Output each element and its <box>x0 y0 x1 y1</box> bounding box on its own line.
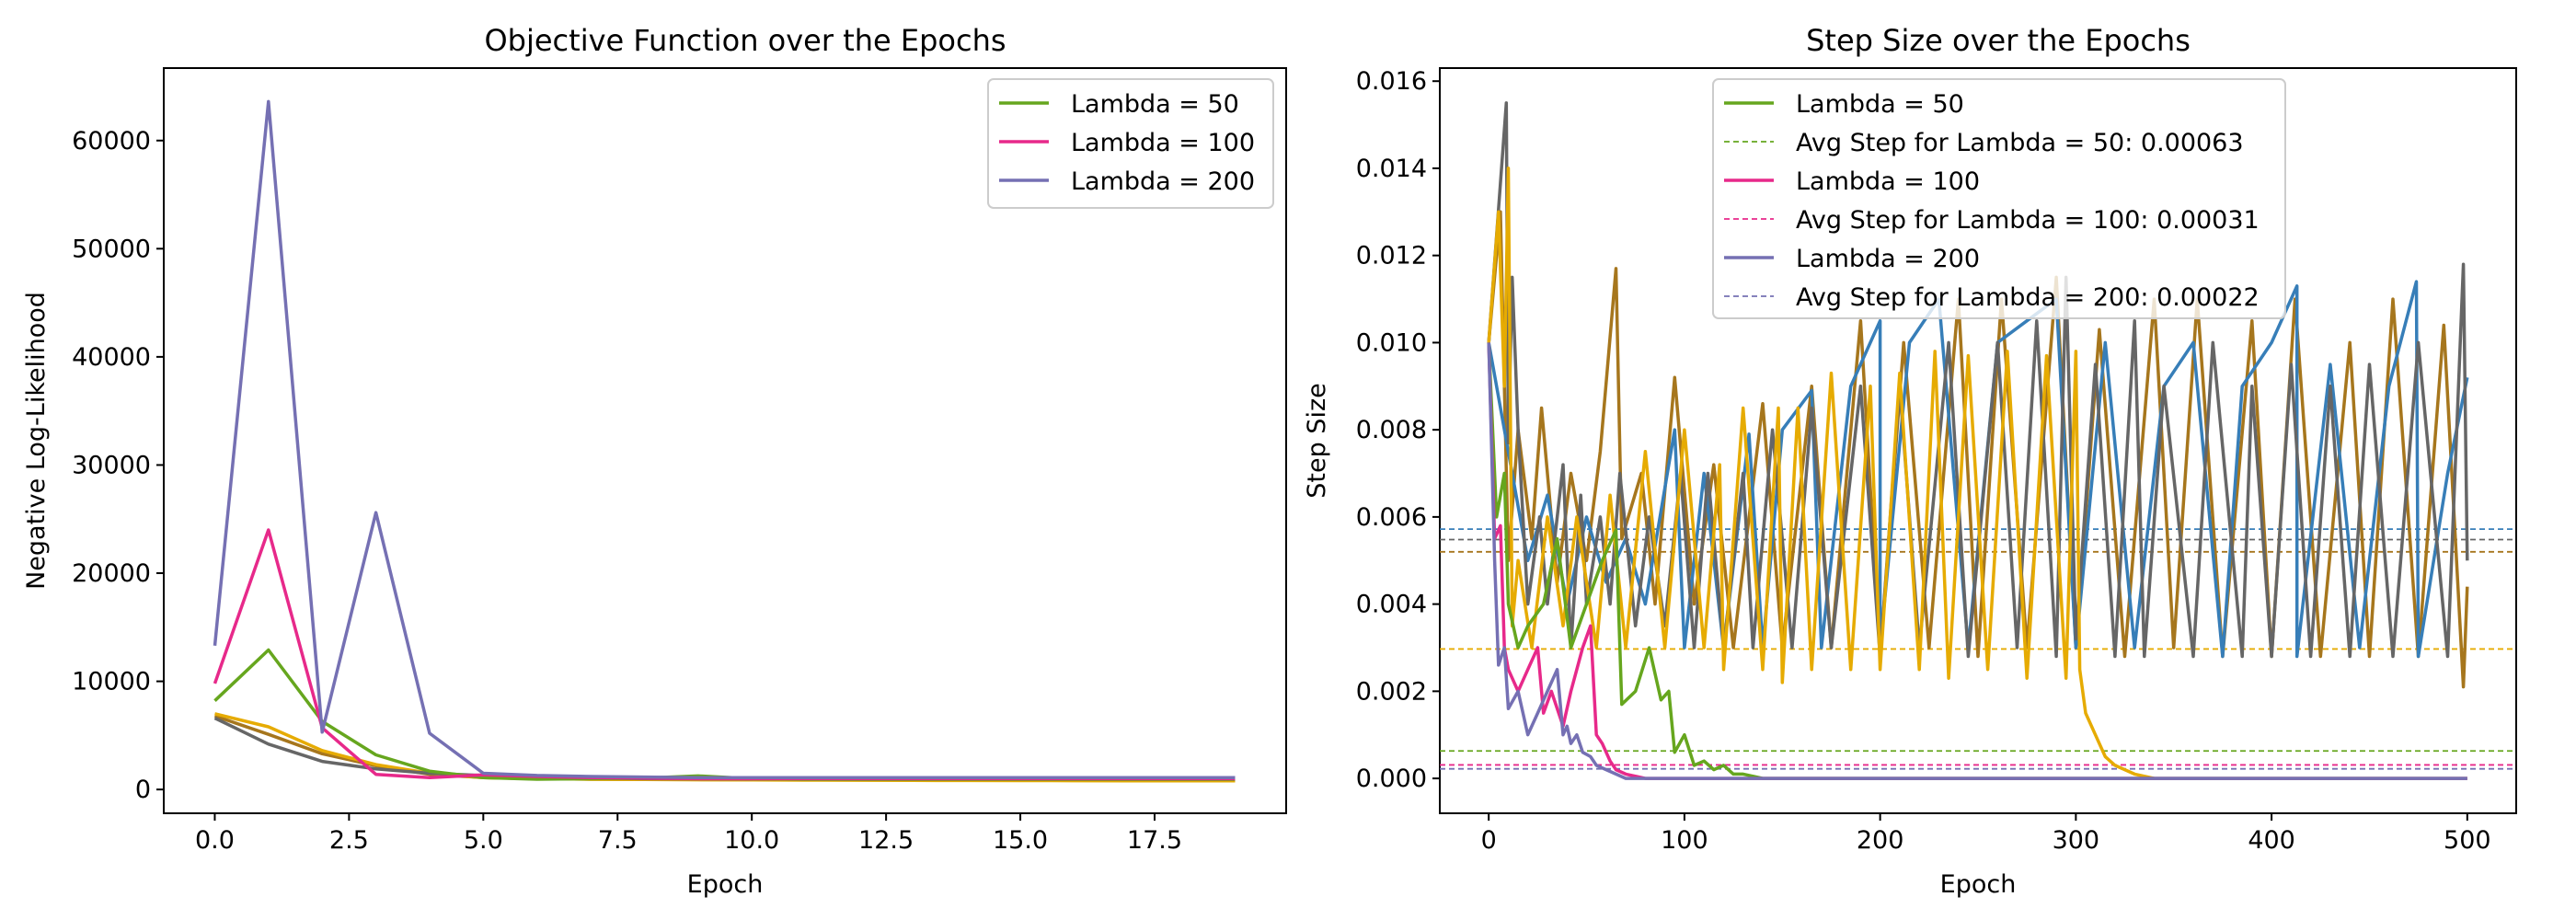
y-tick-label: 0.008 <box>1356 416 1427 444</box>
y-tick-label: 50000 <box>72 235 151 263</box>
y-tick-label: 40000 <box>72 343 151 372</box>
y-tick-label: 0.014 <box>1356 155 1427 183</box>
plot-frame <box>1439 67 2517 814</box>
legend-box <box>1712 78 2286 319</box>
plot-area: 0.0 2.5 5.0 7.5 10.0 12.5 15.0 17.5 0 10000 20000 3… <box>72 99 1236 855</box>
y-tick-label: 0.012 <box>1356 242 1427 270</box>
series-line <box>213 99 1236 779</box>
chart-objective: Objective Function over the Epochs 0.0 2.… <box>22 23 1287 899</box>
y-tick-label: 10000 <box>72 668 151 696</box>
legend: Lambda = 50 Avg Step for Lambda = 50: 0.… <box>1712 78 2286 319</box>
legend-label: Lambda = 100 <box>1796 167 1980 196</box>
y-axis-label: Negative Log-Likelihood <box>22 292 51 590</box>
legend-label: Avg Step for Lambda = 50: 0.00063 <box>1796 129 2244 157</box>
series-line <box>1487 167 2155 780</box>
x-tick-label: 400 <box>2248 826 2295 855</box>
legend-label: Avg Step for Lambda = 100: 0.00031 <box>1796 206 2260 235</box>
y-tick-label: 60000 <box>72 127 151 155</box>
y-tick-label: 0.010 <box>1356 328 1427 357</box>
chart-title: Step Size over the Epochs <box>1806 23 2191 58</box>
series-line <box>1487 342 2467 780</box>
x-tick-label: 300 <box>2053 826 2100 855</box>
legend-label: Avg Step for Lambda = 200: 0.00022 <box>1796 283 2260 312</box>
x-tick-label: 0 <box>1481 826 1497 855</box>
x-tick-label: 100 <box>1661 826 1708 855</box>
y-tick-label: 0.004 <box>1356 591 1427 619</box>
legend: Lambda = 50 Lambda = 100 Lambda = 200 <box>987 78 1274 209</box>
x-tick-label: 200 <box>1857 826 1904 855</box>
y-tick-label: 20000 <box>72 559 151 588</box>
chart-title: Objective Function over the Epochs <box>484 23 1006 58</box>
y-tick-label: 0.016 <box>1356 67 1427 96</box>
y-tick-label: 0.002 <box>1356 677 1427 706</box>
x-tick-label: 15.0 <box>993 826 1048 855</box>
legend-label: Lambda = 100 <box>1071 129 1255 157</box>
y-tick-label: 0.006 <box>1356 503 1427 532</box>
x-tick-label: 0.0 <box>195 826 235 855</box>
legend-label: Lambda = 200 <box>1796 245 1980 273</box>
x-tick-label: 5.0 <box>464 826 503 855</box>
plot-frame <box>163 67 1287 814</box>
y-axis-label: Step Size <box>1303 383 1331 498</box>
x-axis-label: Epoch <box>1940 870 2017 899</box>
legend-label: Lambda = 50 <box>1796 90 1964 119</box>
x-tick-label: 500 <box>2444 826 2491 855</box>
series-line <box>1487 342 2467 780</box>
y-tick-label: 30000 <box>72 451 151 479</box>
series-line <box>1487 210 2469 689</box>
legend-label: Lambda = 50 <box>1071 90 1239 119</box>
x-axis-label: Epoch <box>687 870 764 899</box>
legend-label: Lambda = 200 <box>1071 167 1255 196</box>
x-tick-label: 7.5 <box>598 826 638 855</box>
y-tick-label: 0 <box>135 776 151 804</box>
x-tick-label: 2.5 <box>329 826 369 855</box>
x-tick-label: 10.0 <box>724 826 779 855</box>
legend-box <box>987 78 1274 209</box>
x-tick-label: 12.5 <box>858 826 914 855</box>
x-tick-label: 17.5 <box>1127 826 1182 855</box>
chart-step-size: Step Size over the Epochs 0 100 200 300 400 5… <box>1303 23 2517 899</box>
y-tick-label: 0.000 <box>1356 765 1427 793</box>
